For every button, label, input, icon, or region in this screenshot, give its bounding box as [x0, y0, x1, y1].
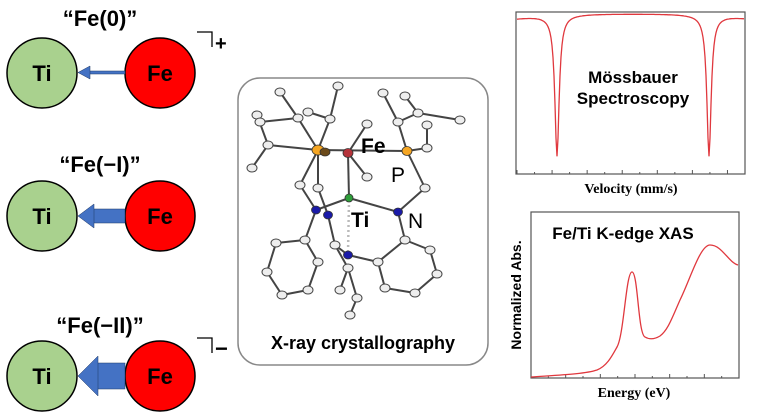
xas-trace [530, 244, 739, 378]
carbon-atom [276, 290, 288, 300]
p-atom-label: P [391, 164, 405, 187]
mossbauer-title: Mössbauer [588, 68, 678, 87]
y-axis-label: Normalized Abs. [508, 240, 524, 349]
x-ticks [516, 170, 746, 174]
x-axis-label: Velocity (mm/s) [584, 182, 678, 197]
carbon-atom [361, 119, 373, 129]
carbon-atom [344, 310, 356, 320]
carbon-atom [302, 107, 314, 117]
mossbauer-trace [516, 13, 745, 157]
carbon-atom [351, 293, 363, 303]
mossbauer-title-2: Spectroscopy [577, 89, 690, 108]
ti-label: Ti [32, 204, 51, 229]
carbon-atom [342, 263, 354, 273]
state-label: “Fe(−II)” [56, 313, 143, 338]
x-axis-label: Energy (eV) [598, 386, 671, 401]
bracket [197, 31, 213, 47]
state-fe0: “Fe(0)” Ti Fe + [6, 6, 227, 109]
n-atom-label: N [408, 210, 423, 233]
x-ticks [530, 374, 740, 378]
state-label: “Fe(−I)” [59, 152, 140, 177]
state-fe-minus1: “Fe(−I)” Ti Fe [6, 152, 196, 252]
mossbauer-panel: Mössbauer Spectroscopy Velocity (mm/s) [515, 11, 746, 197]
fe-atom-label: Fe [361, 135, 386, 158]
charge-label: − [215, 336, 228, 361]
arrow-icon [77, 65, 126, 80]
carbon-atom [334, 285, 346, 295]
ti-circle [6, 180, 78, 252]
carbon-atom [294, 180, 306, 190]
carbon-atom [421, 143, 433, 153]
carbon-atom [372, 257, 384, 267]
carbon-atom [361, 172, 373, 182]
state-fe-minus2: “Fe(−II)” Ti Fe − [6, 313, 228, 412]
fe-label: Fe [147, 364, 173, 389]
carbon-atom [399, 91, 411, 101]
xas-title: Fe/Ti K-edge XAS [552, 224, 693, 243]
carbon-atom [409, 288, 421, 298]
crystal-caption: X-ray crystallography [271, 333, 455, 353]
charge-label: + [215, 33, 227, 55]
carbon-atom [421, 120, 433, 130]
carbon-atom [274, 87, 286, 97]
carbon-atom [377, 88, 389, 98]
heteroatoms [311, 144, 413, 260]
carbon-atom [270, 238, 282, 248]
carbon-atom [292, 113, 304, 123]
carbon-atom [299, 235, 311, 245]
carbon-atoms [246, 81, 466, 320]
carbon-atom [254, 117, 266, 127]
carbon-atom [302, 285, 314, 295]
ti-label: Ti [32, 364, 51, 389]
carbon-atom [419, 183, 431, 193]
ti-atom-label: Ti [351, 209, 369, 232]
ti-label: Ti [32, 61, 51, 86]
carbon-atom [454, 115, 466, 125]
carbon-atom [392, 117, 404, 127]
crystal-structure-panel: Fe P Ti N X-ray crystallography [237, 77, 489, 366]
arrow-icon [77, 203, 126, 229]
fe-label: Fe [147, 61, 173, 86]
carbon-atom [431, 269, 443, 279]
carbon-atom [379, 283, 391, 293]
ti-circle [6, 340, 78, 412]
carbon-atom [312, 183, 324, 193]
ti-n-interaction [346, 199, 351, 254]
carbon-atom [332, 81, 344, 91]
carbon-atom [246, 163, 258, 173]
state-label: “Fe(0)” [63, 6, 138, 31]
carbon-atom [412, 108, 424, 118]
ti-circle [6, 37, 78, 109]
xas-panel: Fe/Ti K-edge XAS Normalized Abs. Energy … [508, 211, 740, 401]
carbon-atom [324, 114, 336, 124]
fe-label: Fe [147, 204, 173, 229]
bracket [197, 337, 213, 353]
arrow-icon [77, 355, 126, 397]
plot-frame [530, 211, 740, 379]
carbon-atom [329, 240, 341, 250]
carbon-atom [262, 140, 274, 150]
carbon-atom [312, 257, 324, 267]
carbon-atom [261, 267, 273, 277]
carbon-atom [399, 235, 411, 245]
carbon-atom [424, 245, 436, 255]
